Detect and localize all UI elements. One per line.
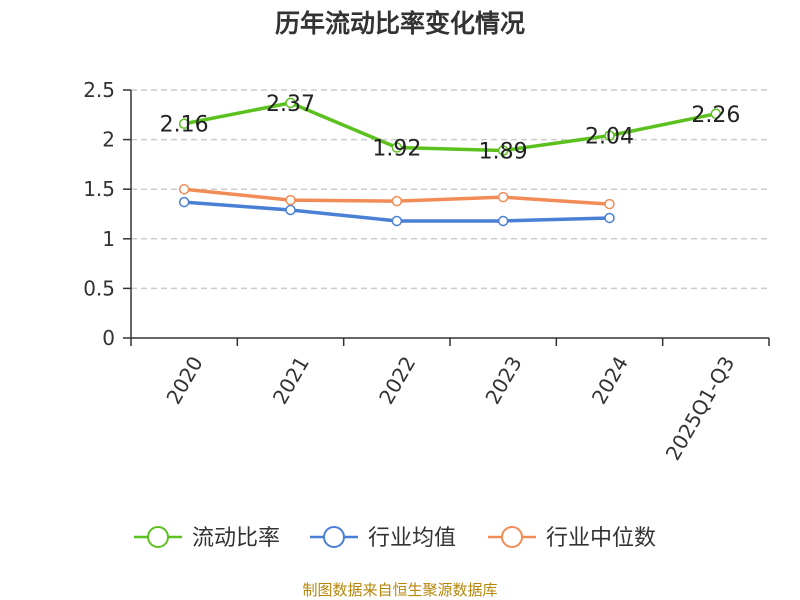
x-tick-label: 2022: [374, 352, 420, 408]
chart-title: 历年流动比率变化情况: [274, 9, 525, 38]
series-lines: [178, 97, 722, 227]
legend[interactable]: 流动比率 行业均值 行业中位数: [134, 526, 656, 551]
y-tick-label: 2.5: [83, 78, 115, 102]
data-point: [391, 142, 403, 153]
data-point: [391, 215, 403, 227]
data-labels: 2.16 2.37 1.92 1.89 2.04 2.26: [160, 92, 741, 165]
series-line: [183, 101, 717, 153]
data-point: [710, 108, 722, 120]
y-tick-label: 1: [102, 227, 115, 251]
data-label: 1.89: [479, 140, 528, 165]
legend-marker: [323, 526, 345, 548]
data-point: [497, 215, 509, 227]
data-point: [604, 130, 615, 141]
data-point: [285, 194, 296, 206]
y-tick-label: 0.5: [83, 276, 115, 300]
legend-label: 行业均值: [368, 526, 456, 551]
data-point: [178, 196, 190, 208]
legend-item[interactable]: 行业均值: [310, 526, 456, 551]
y-tick-label: 1.5: [83, 177, 115, 201]
source-note: 制图数据来自恒生聚源数据库: [302, 581, 498, 599]
x-tick-label: 2025Q1-Q3: [661, 352, 740, 464]
data-point: [391, 195, 403, 207]
data-point: [285, 97, 296, 109]
x-tick-label: 2021: [268, 352, 314, 408]
legend-item[interactable]: 行业中位数: [488, 526, 656, 551]
x-tick-label: 2024: [587, 352, 633, 408]
legend-label: 行业中位数: [546, 526, 656, 551]
grid-lines: [131, 89, 769, 290]
y-tick-label: 2: [102, 128, 115, 152]
data-point: [178, 183, 190, 195]
data-label: 2.26: [691, 103, 740, 128]
y-tick-label: 0: [102, 326, 115, 350]
data-point: [178, 118, 190, 129]
data-point: [497, 145, 509, 156]
data-point: [604, 212, 615, 224]
data-label: 2.04: [585, 125, 634, 150]
data-label: 2.37: [266, 92, 315, 117]
data-label: 1.92: [372, 137, 421, 162]
legend-label: 流动比率: [192, 526, 280, 551]
data-label: 2.16: [160, 113, 209, 138]
x-tick-label: 2020: [161, 352, 207, 408]
x-tick-label: 2023: [480, 352, 526, 408]
legend-marker: [501, 526, 523, 548]
data-point: [497, 191, 509, 203]
data-point: [285, 204, 296, 216]
data-point: [604, 198, 615, 210]
legend-item[interactable]: 流动比率: [134, 526, 280, 551]
legend-marker: [147, 526, 169, 548]
